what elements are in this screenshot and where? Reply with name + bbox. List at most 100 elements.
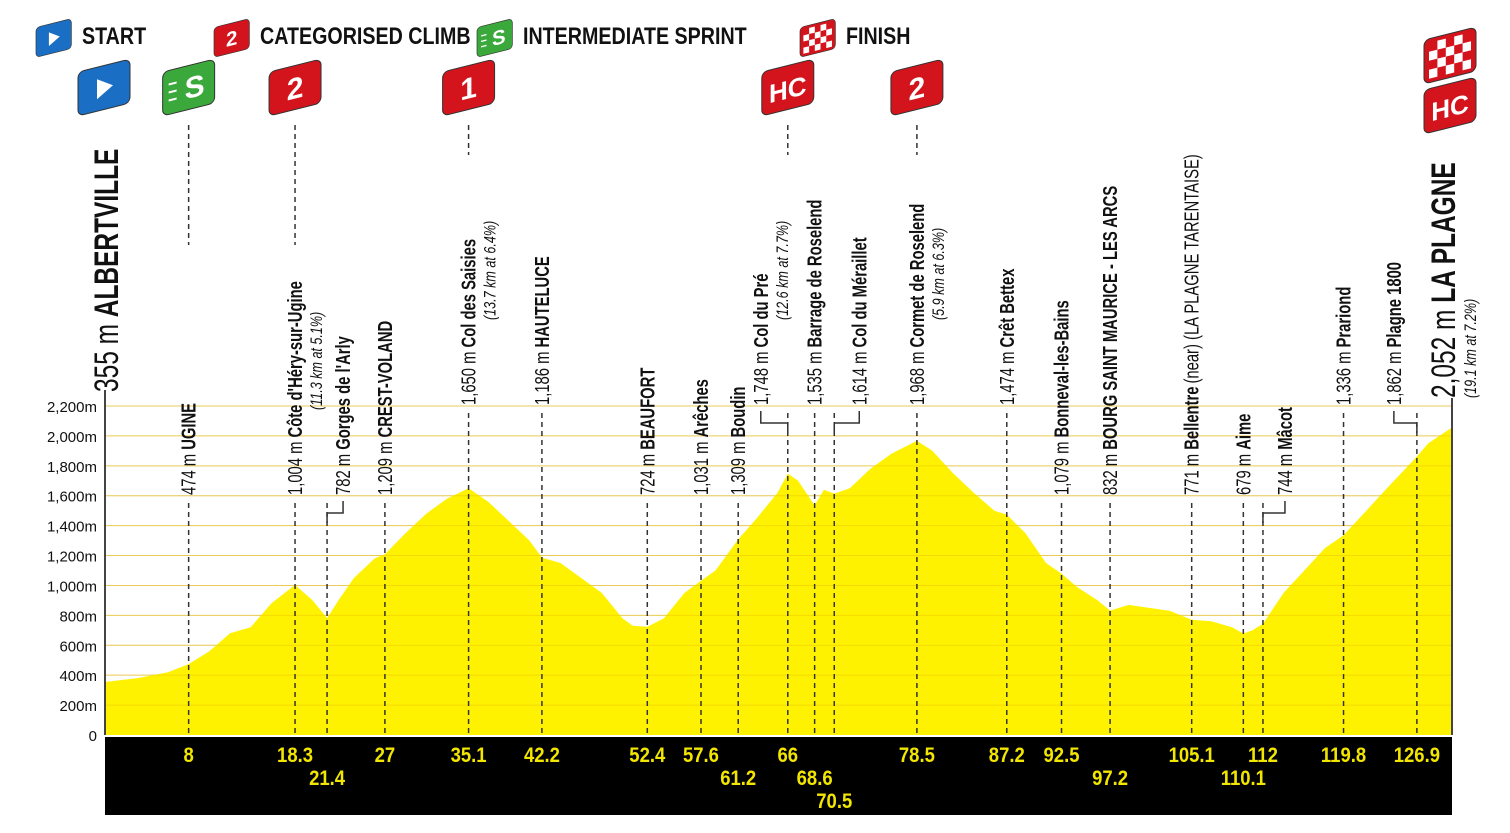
marker: 1,336 m Prariond (1332, 287, 1355, 735)
marker-note-label: (5.9 km at 6.3%) (929, 228, 948, 320)
start-name: ALBERTVILLE (88, 149, 126, 318)
marker-altitude: 744 m (1274, 454, 1297, 495)
marker: 1,079 m Bonneval-les-Bains (1050, 300, 1073, 735)
y-tick-label: 200m (59, 698, 97, 715)
checker-cell (809, 38, 815, 47)
categorised-climb-icon-badge: 2 (213, 19, 250, 57)
marker-name: Mâcot (1274, 407, 1297, 450)
marker-name: Barrage de Roselend (803, 200, 826, 348)
km-label: 105.1 (1169, 744, 1215, 767)
km-label: 42.2 (524, 744, 560, 767)
marker-altitude: 1,336 m (1332, 352, 1355, 405)
marker-name: CREST-VOLAND (374, 321, 397, 438)
checker-cell (1437, 56, 1446, 68)
marker-altitude: 1,209 m (374, 442, 397, 495)
checker-cell (1429, 49, 1438, 61)
marker-label: 1,614 m Col du Méraillet (848, 237, 871, 405)
marker-altitude: 1,614 m (848, 352, 871, 405)
checker-cell (1429, 67, 1438, 79)
checker-cell (1462, 41, 1471, 53)
marker-label: 724 m BEAUFORT (636, 367, 659, 495)
marker-altitude: 1,474 m (996, 352, 1019, 405)
marker: 679 m Aime (1232, 413, 1255, 735)
marker-note: (12.6 km at 7.7%) (773, 221, 792, 320)
marker-name: Crêt Bettex (996, 268, 1019, 347)
checker-cell (1437, 38, 1446, 50)
marker-note-label: (13.7 km at 6.4%) (481, 221, 500, 320)
marker-name: Gorges de l'Arly (332, 336, 355, 450)
badge-text: 2 (909, 70, 926, 108)
legend-label: START (82, 22, 147, 49)
marker-elbow (1393, 411, 1418, 433)
marker-name: Col du Pré (750, 273, 773, 347)
marker-elbow (1262, 501, 1286, 523)
km-bar: 8 18.321.4 27 35.1 42.2 52.4 57.661.2 6668.670.… (105, 737, 1452, 815)
marker-altitude: 1,650 m (457, 352, 480, 405)
marker-name: Prariond (1332, 287, 1355, 348)
y-tick-label: 400m (59, 668, 97, 685)
marker: 832 m BOURG SAINT MAURICE - LES ARCS (1099, 186, 1122, 735)
km-label: 70.5 (816, 790, 852, 813)
marker-altitude: 474 m (177, 454, 200, 495)
y-tick-label: 2,000m (47, 429, 97, 446)
checker-cell (814, 31, 821, 39)
elevation-area (106, 428, 1451, 735)
marker-altitude: 782 m (332, 454, 355, 495)
marker: 771 m Bellentre (near) (LA PLAGNE TARENTA… (1180, 154, 1203, 735)
start-flag-icon (77, 59, 131, 116)
marker-name: Aime (1232, 413, 1255, 449)
km-label: 61.2 (720, 767, 756, 790)
km-label: 126.9 (1394, 744, 1440, 767)
marker-note: (11.3 km at 5.1%) (307, 312, 326, 410)
hc-climb-icon: HC (1423, 77, 1477, 134)
km-label: 66 (778, 744, 799, 767)
marker-altitude: 1,748 m (750, 352, 773, 405)
categorised-climb-icon: 2 (213, 19, 250, 57)
play-glyph (48, 32, 60, 46)
marker-altitude: 1,309 m (727, 442, 750, 495)
cat-1-badge-icon: 1 (442, 59, 496, 116)
marker: 1,862 m Plagne 1800 (1383, 262, 1418, 735)
intermediate-sprint-icon-badge: S (476, 19, 513, 57)
marker: 1,650 m Col des Saisies (13.7 km at 6.4%) (457, 125, 500, 735)
marker: 1,614 m Col du Méraillet (833, 237, 871, 735)
marker-note: (5.9 km at 6.3%) (929, 228, 948, 320)
y-axis: 0 200m 400m 600m 800m 1,000m 1,200m 1,400m 1,600… (47, 390, 1453, 745)
marker-name: Cormet de Roselend (906, 204, 929, 348)
marker-altitude: 1,186 m (531, 352, 554, 405)
start-altitude: 355 m (88, 324, 126, 392)
y-tick-label: 0 (89, 728, 97, 745)
km-label: 119.8 (1321, 744, 1366, 767)
marker-altitude: 832 m (1099, 454, 1122, 495)
checker-cell (809, 26, 815, 35)
badge-text: 2 (226, 26, 237, 51)
km-label: 27 (375, 744, 396, 767)
marker-name: BEAUFORT (636, 367, 659, 449)
legend-label: CATEGORISED CLIMB (260, 22, 471, 49)
icons: S 2 1 HC 2 HC (77, 27, 1477, 134)
badge-text: 2 (287, 70, 304, 108)
marker-altitude: 724 m (636, 454, 659, 495)
y-tick-label: 1,800m (47, 459, 97, 476)
marker-elbow (326, 501, 344, 523)
marker: 1,535 m Barrage de Roselend (803, 200, 826, 735)
intermediate-sprint-icon-badge-shape (476, 19, 513, 57)
marker-label: 744 m Mâcot (1274, 407, 1297, 495)
marker-label: 1,968 m Cormet de Roselend (906, 204, 929, 405)
speed-line (481, 39, 487, 43)
marker: 1,209 m CREST-VOLAND (374, 321, 397, 735)
marker-elbow (760, 411, 789, 433)
km-label: 57.6 (683, 744, 719, 767)
marker-name: Arêches (690, 379, 713, 438)
km-label: 110.1 (1221, 767, 1266, 790)
marker-name: Côte d'Héry-sur-Ugine (284, 281, 307, 438)
speed-line (481, 33, 487, 37)
km-label: 87.2 (989, 744, 1025, 767)
km-label: 35.1 (451, 744, 487, 767)
cat-2-badge-icon: 2 (890, 59, 944, 116)
marker-name: UGINE (177, 403, 200, 450)
cat-2-badge-icon: 2 (268, 59, 322, 116)
marker: 1,474 m Crêt Bettex (996, 268, 1019, 735)
checker-cell (803, 34, 810, 42)
speed-line (481, 44, 487, 48)
